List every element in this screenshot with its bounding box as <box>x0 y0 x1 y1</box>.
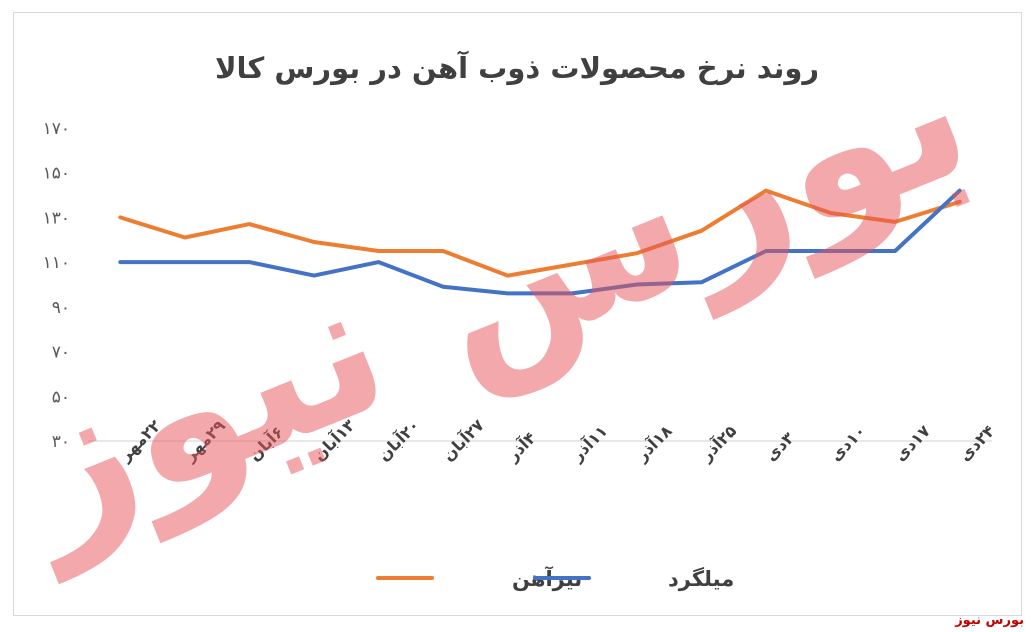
x-tick-label: ۴آذر <box>502 427 540 465</box>
y-tick-label: ۷۰ <box>52 343 70 363</box>
x-tick-label: ۲۴دی <box>955 421 999 465</box>
series-line-2 <box>118 188 962 296</box>
y-axis: ۳۰ ۵۰ ۷۰ ۹۰ ۱۱۰ ۱۳۰ ۱۵۰ ۱۷۰ <box>43 119 70 452</box>
x-tick-label: ۱۱آذر <box>566 421 611 466</box>
legend: تیرآهنمیلگرد <box>376 566 734 591</box>
x-tick-label: ۱۷دی <box>891 421 935 465</box>
x-tick-label: ۳دی <box>761 428 798 465</box>
series-layer <box>118 188 962 296</box>
x-tick-label: ۲۵آذر <box>695 421 740 466</box>
watermark-logo: بورس نیوز <box>0 0 999 585</box>
y-tick-label: ۱۷۰ <box>43 119 70 139</box>
x-tick-label: ۱۸آذر <box>631 421 676 466</box>
y-tick-label: ۱۵۰ <box>43 164 70 184</box>
chart-title: روند نرخ محصولات ذوب آهن در بورس کالا <box>215 50 819 85</box>
y-tick-label: ۵۰ <box>52 387 70 407</box>
y-tick-label: ۳۰ <box>52 432 70 452</box>
chart-frame <box>13 12 1022 616</box>
source-credit: بورس نیوز <box>955 613 1024 628</box>
y-tick-label: ۱۱۰ <box>43 253 70 273</box>
series-line-1 <box>118 188 962 278</box>
legend-label-2: میلگرد <box>668 566 734 591</box>
watermark-text: بورس نیوز <box>0 0 999 585</box>
y-tick-label: ۹۰ <box>52 298 70 318</box>
y-tick-label: ۱۳۰ <box>43 208 70 228</box>
x-tick-label: ۱۰دی <box>826 421 869 464</box>
